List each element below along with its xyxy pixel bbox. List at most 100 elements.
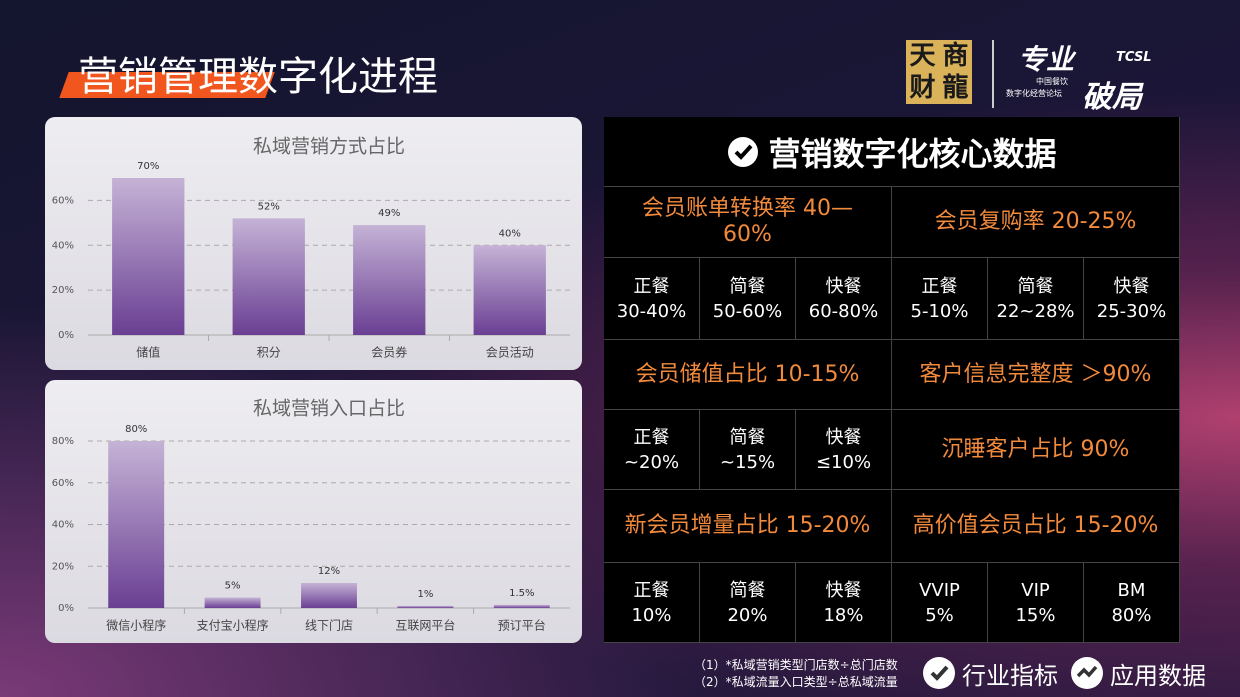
legend-icon	[923, 657, 955, 689]
table-header: 营销数字化核心数据	[604, 117, 1180, 187]
metric-value: 5%	[925, 604, 954, 626]
logo-text: 专业 TCSL 中国餐饮 数字化经营论坛 破局	[1006, 38, 1166, 115]
logo-brand: TCSL	[1116, 50, 1152, 65]
value-label: 52%	[258, 201, 280, 212]
x-tick-label: 线下门店	[305, 618, 353, 633]
metric-cell: 快餐 18%	[796, 563, 892, 643]
x-tick-label: 会员券	[371, 345, 407, 360]
metric-label: 简餐	[729, 426, 766, 448]
highlight-cell: 新会员增量占比 15-20%	[604, 490, 892, 563]
value-label: 1.5%	[509, 588, 534, 599]
highlight-cell: 会员账单转换率 40—60%	[604, 187, 892, 258]
check-icon	[728, 136, 759, 167]
logo-line: 中国餐饮	[1036, 77, 1068, 86]
chart: 私域营销方式占比 0% 20% 40% 60% 70% 储值 52% 积分 49% 会员券 40% 会员…	[52, 136, 570, 360]
table-title: 营销数字化核心数据	[768, 134, 1057, 173]
highlight-cell: 高价值会员占比 15-20%	[892, 490, 1180, 563]
chart: 私域营销入口占比 0% 20% 40% 60% 80% 80% 微信小程序 5% 支付宝小程序 12…	[52, 398, 570, 633]
metric-label: 正餐	[633, 275, 670, 297]
metric-cell: 简餐 ~15%	[700, 410, 796, 490]
highlight-cell: 客户信息完整度 ＞90%	[892, 340, 1180, 410]
metric-value: 80%	[1111, 604, 1152, 626]
value-label: 80%	[125, 424, 147, 435]
metric-cell: 简餐 50-60%	[700, 258, 796, 340]
metric-value: 22~28%	[996, 300, 1075, 322]
value-label: 12%	[318, 566, 340, 577]
y-tick-label: 60%	[52, 195, 74, 206]
metric-label: 正餐	[633, 426, 670, 448]
metric-value: 5-10%	[910, 300, 969, 322]
logo-line: 数字化经营论坛	[1006, 89, 1062, 98]
data-table: 营销数字化核心数据 会员账单转换率 40—60% 会员复购率 20-25% 正餐 30…	[604, 117, 1180, 643]
logo-divider	[992, 40, 994, 108]
logo-char: 天	[909, 41, 936, 71]
metric-label: VVIP	[919, 579, 960, 601]
bar	[493, 604, 550, 608]
metric-label: VIP	[1021, 579, 1050, 601]
metric-value: 50-60%	[712, 300, 783, 322]
x-tick-label: 预订平台	[498, 618, 546, 633]
y-tick-label: 20%	[52, 561, 74, 572]
y-tick-label: 60%	[52, 478, 74, 489]
metric-label: 简餐	[729, 579, 766, 601]
metric-label: 简餐	[1017, 275, 1054, 297]
y-tick-label: 40%	[52, 240, 74, 251]
metric-cell: 正餐 10%	[604, 563, 700, 643]
logo-char: 商	[942, 41, 969, 71]
metric-cell: VVIP 5%	[892, 563, 988, 643]
metric-cell: 简餐 22~28%	[988, 258, 1084, 340]
metric-value: 30-40%	[616, 300, 687, 322]
metric-label: 快餐	[825, 579, 862, 601]
metric-cell: 正餐 5-10%	[892, 258, 988, 340]
bar	[473, 245, 546, 335]
metric-cell: VIP 15%	[988, 563, 1084, 643]
metric-label: 正餐	[633, 579, 670, 601]
chart-panel: 私域营销入口占比 0% 20% 40% 60% 80% 80% 微信小程序 5% 支付宝小程序 12…	[45, 380, 582, 643]
logo-main: 专业	[1018, 43, 1075, 76]
metric-value: 18%	[823, 604, 864, 626]
metric-label: 快餐	[825, 275, 862, 297]
bar	[397, 605, 454, 608]
metric-cell: 正餐 ~20%	[604, 410, 700, 490]
y-tick-label: 0%	[58, 603, 74, 614]
logo-block: 天 商 财 龍	[906, 40, 972, 104]
metric-cell: 快餐 60-80%	[796, 258, 892, 340]
metric-label: 快餐	[1113, 275, 1150, 297]
legend-icon	[1071, 657, 1103, 689]
logo-sub: 破局	[1082, 80, 1142, 115]
value-label: 40%	[499, 228, 521, 239]
bar	[108, 441, 165, 608]
footnote: （2）*私域流量入口类型÷总私域流量	[694, 675, 898, 689]
metric-value: 20%	[727, 604, 768, 626]
slide-title: 营销管理数字化进程	[78, 54, 438, 100]
x-tick-label: 会员活动	[486, 346, 534, 360]
bar	[301, 582, 357, 608]
y-tick-label: 20%	[52, 285, 74, 296]
value-label: 5%	[225, 581, 241, 592]
metric-value: ~15%	[719, 451, 776, 473]
metric-value: 60-80%	[808, 300, 879, 322]
x-tick-label: 支付宝小程序	[197, 618, 269, 633]
metric-cell: 快餐 25-30%	[1084, 258, 1180, 340]
chart-title: 私域营销入口占比	[253, 398, 405, 420]
highlight-cell: 会员储值占比 10-15%	[604, 340, 892, 410]
legend-label: 行业指标	[962, 662, 1058, 690]
highlight-cell: 沉睡客户占比 90%	[892, 410, 1180, 490]
y-tick-label: 40%	[52, 520, 74, 531]
metric-label: BM	[1117, 579, 1146, 601]
metric-cell: 正餐 30-40%	[604, 258, 700, 340]
x-tick-label: 微信小程序	[106, 618, 166, 633]
value-label: 70%	[137, 161, 159, 172]
metric-cell: 快餐 ≤10%	[796, 410, 892, 490]
logo-char: 财	[909, 73, 936, 103]
bar	[112, 178, 185, 335]
metric-value: 15%	[1015, 604, 1056, 626]
bar	[232, 218, 305, 335]
metric-value: ~20%	[623, 451, 680, 473]
x-tick-label: 积分	[257, 346, 281, 360]
metric-value: ≤10%	[815, 451, 872, 473]
metric-value: 25-30%	[1096, 300, 1167, 322]
logo-char: 龍	[942, 73, 969, 103]
value-label: 49%	[378, 208, 400, 219]
